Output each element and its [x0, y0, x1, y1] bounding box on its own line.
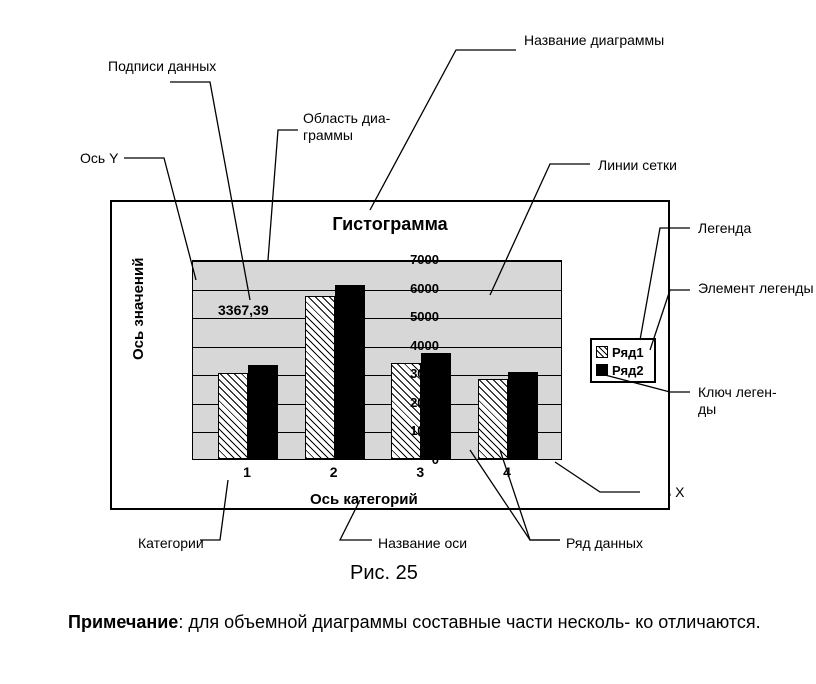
label-legend: Легенда: [698, 220, 751, 237]
y-tick-label: 5000: [389, 309, 439, 324]
x-tick-label: 1: [232, 464, 262, 480]
y-axis-title: Ось значений: [130, 258, 147, 360]
legend-item: Ряд2: [596, 361, 650, 379]
y-tick-label: 1000: [389, 423, 439, 438]
y-tick-label: 2000: [389, 395, 439, 410]
label-plot-area: Область диа- граммы: [303, 110, 390, 144]
label-categories: Категории: [138, 535, 204, 552]
label-y-axis: Ось Y: [80, 150, 118, 167]
label-data-series: Ряд данных: [566, 535, 643, 552]
label-legend-key: Ключ леген- ды: [698, 384, 777, 418]
label-chart-title: Название диаграммы: [524, 32, 664, 49]
x-tick-label: 2: [319, 464, 349, 480]
x-axis-title: Ось категорий: [310, 491, 418, 508]
bar-series2: [335, 285, 365, 459]
grid-line: [193, 290, 561, 291]
bar-series1: [218, 373, 248, 459]
note-text: Примечание: для объемной диаграммы соста…: [38, 610, 778, 635]
grid-line: [193, 318, 561, 319]
bar-series2: [248, 365, 278, 459]
bar-series1: [478, 379, 508, 459]
y-tick-label: 7000: [389, 252, 439, 267]
chart-title: Гистограмма: [112, 202, 668, 235]
y-tick-label: 3000: [389, 366, 439, 381]
legend-item: Ряд1: [596, 343, 650, 361]
grid-line: [193, 347, 561, 348]
label-data-labels: Подписи данных: [108, 58, 216, 75]
legend-box: Ряд1 Ряд2: [590, 338, 656, 383]
page-root: Подписи данных Ось Y Область диа- граммы…: [0, 0, 816, 684]
legend-item-label: Ряд1: [612, 345, 644, 360]
y-tick-label: 4000: [389, 338, 439, 353]
figure-caption: Рис. 25: [350, 562, 418, 585]
plot-area: [192, 260, 562, 460]
legend-item-label: Ряд2: [612, 363, 644, 378]
label-legend-entry: Элемент легенды: [698, 280, 814, 297]
x-tick-label: 4: [492, 464, 522, 480]
data-label: 3367,39: [218, 302, 269, 318]
x-tick-label: 3: [405, 464, 435, 480]
bar-series1: [305, 296, 335, 459]
legend-swatch-icon: [596, 346, 608, 358]
grid-line: [193, 261, 561, 262]
label-axis-title: Название оси: [378, 535, 467, 552]
legend-swatch-icon: [596, 364, 608, 376]
y-tick-label: 6000: [389, 281, 439, 296]
label-grid-lines: Линии сетки: [598, 157, 677, 174]
bar-series2: [508, 372, 538, 459]
